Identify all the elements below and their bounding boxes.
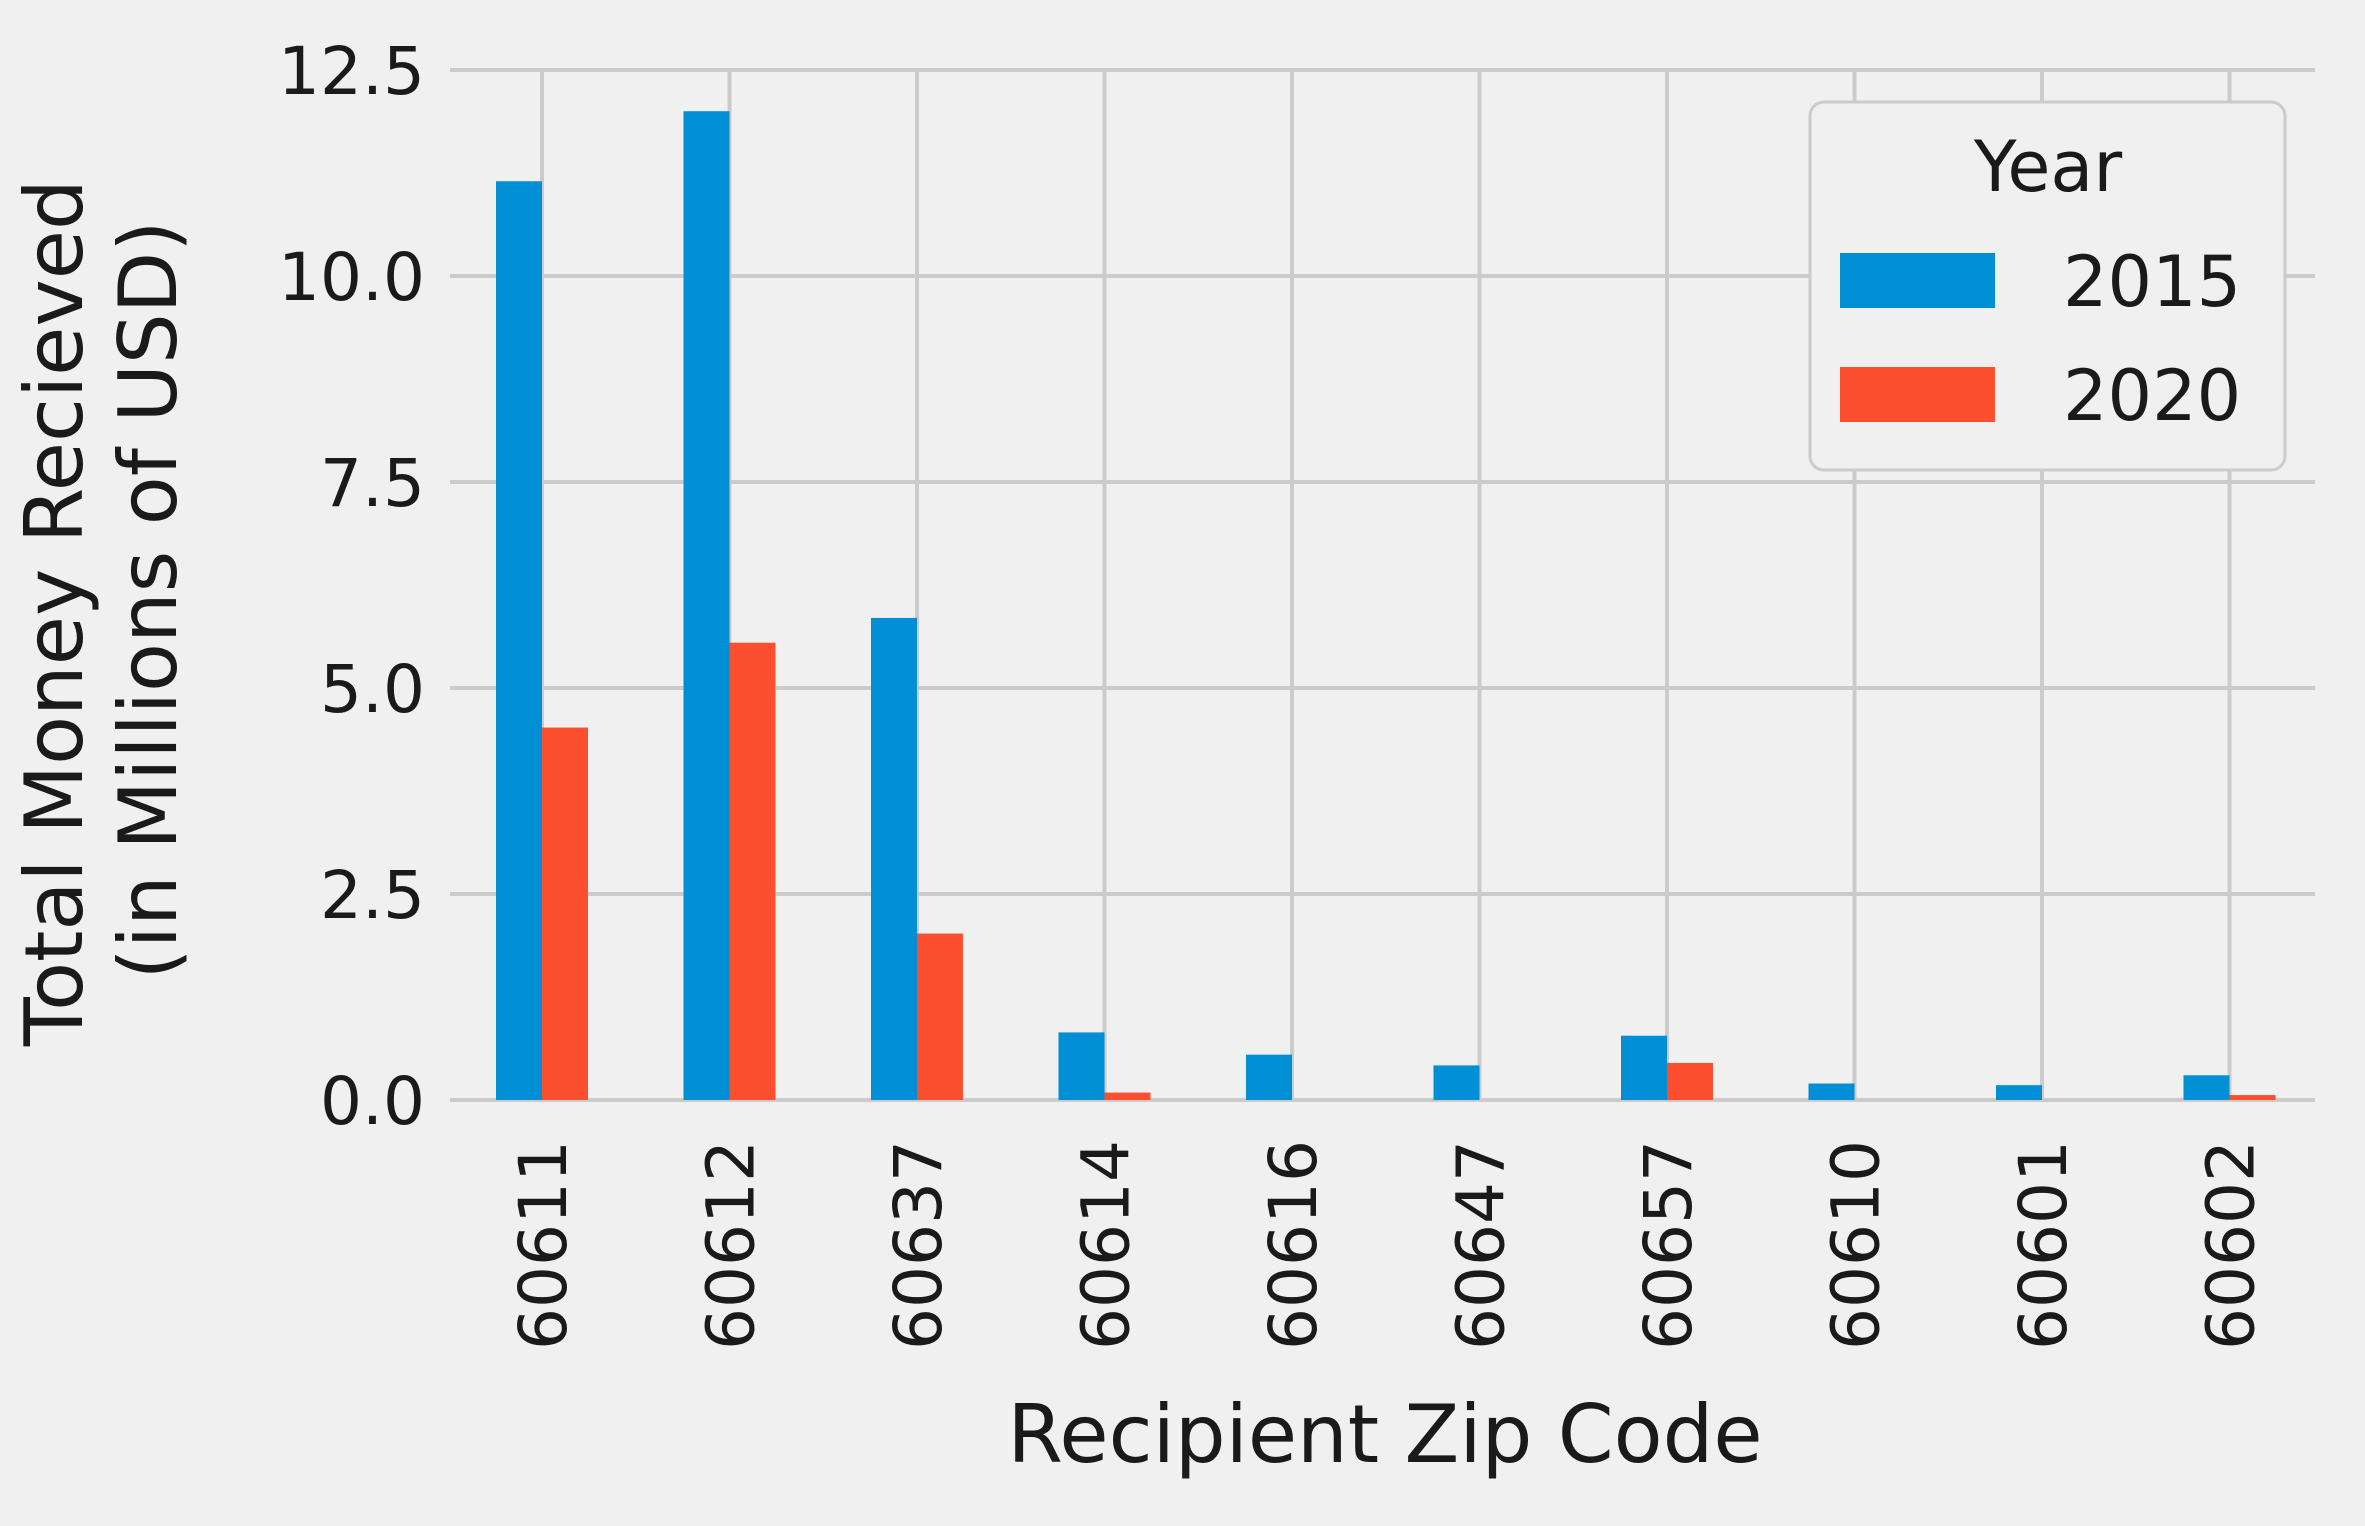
y-tick-label: 0.0 [320, 1063, 425, 1140]
bar-2015-60616 [1246, 1054, 1292, 1100]
bar-2020-60637 [917, 933, 963, 1100]
y-tick-labels: 0.0 2.5 5.0 7.5 10.0 12.5 [278, 33, 425, 1140]
x-tick-label: 60611 [505, 1140, 582, 1350]
bar-2015-60610 [1808, 1083, 1855, 1100]
bar-2020-60611 [542, 727, 588, 1100]
y-tick-label: 7.5 [320, 445, 425, 522]
bar-2020-60614 [1104, 1092, 1151, 1100]
legend-label-2015: 2015 [2063, 241, 2241, 323]
bar-2015-60637 [871, 617, 917, 1100]
y-tick-label: 2.5 [320, 857, 425, 934]
legend-swatch-2015 [1840, 253, 1995, 308]
legend-label-2020: 2020 [2063, 355, 2241, 437]
x-tick-label: 60612 [693, 1140, 770, 1350]
x-tick-label: 60616 [1255, 1140, 1332, 1350]
x-tick-label: 60601 [2005, 1140, 2082, 1350]
x-axis-title: Recipient Zip Code [1007, 1388, 1762, 1481]
x-tick-labels: 60611 60612 60637 60614 60616 60647 60657 60610… [505, 1140, 2270, 1350]
y-axis-title: Total Money Recieved (in Millions of USD… [8, 154, 195, 1047]
legend-title: Year [1973, 126, 2122, 208]
y-axis-title-line-2: (in Millions of USD) [102, 221, 195, 980]
y-tick-label: 10.0 [278, 239, 425, 316]
x-tick-label: 60647 [1443, 1140, 1520, 1350]
y-tick-label: 12.5 [278, 33, 425, 110]
bar-2015-60611 [496, 181, 542, 1101]
bar-2020-60602 [2229, 1095, 2276, 1100]
bar-2015-60602 [2183, 1075, 2230, 1100]
y-axis-title-line-1: Total Money Recieved [8, 179, 101, 1047]
y-tick-label: 5.0 [320, 651, 425, 728]
legend-swatch-2020 [1840, 367, 1995, 422]
bar-2015-60657 [1621, 1035, 1667, 1100]
x-tick-label: 60657 [1630, 1140, 1707, 1350]
x-tick-label: 60610 [1818, 1140, 1895, 1350]
bar-2015-60614 [1058, 1032, 1105, 1100]
x-tick-label: 60614 [1068, 1140, 1145, 1350]
bar-2015-60647 [1433, 1065, 1480, 1100]
bar-2015-60612 [683, 111, 730, 1100]
bar-2020-60657 [1667, 1062, 1713, 1100]
x-tick-label: 60602 [2193, 1140, 2270, 1350]
bar-2020-60612 [729, 642, 776, 1100]
bars [496, 111, 2276, 1101]
bar-2015-60601 [1996, 1085, 2042, 1100]
x-tick-label: 60637 [880, 1140, 957, 1350]
legend: Year 2015 2020 [1808, 100, 2287, 472]
